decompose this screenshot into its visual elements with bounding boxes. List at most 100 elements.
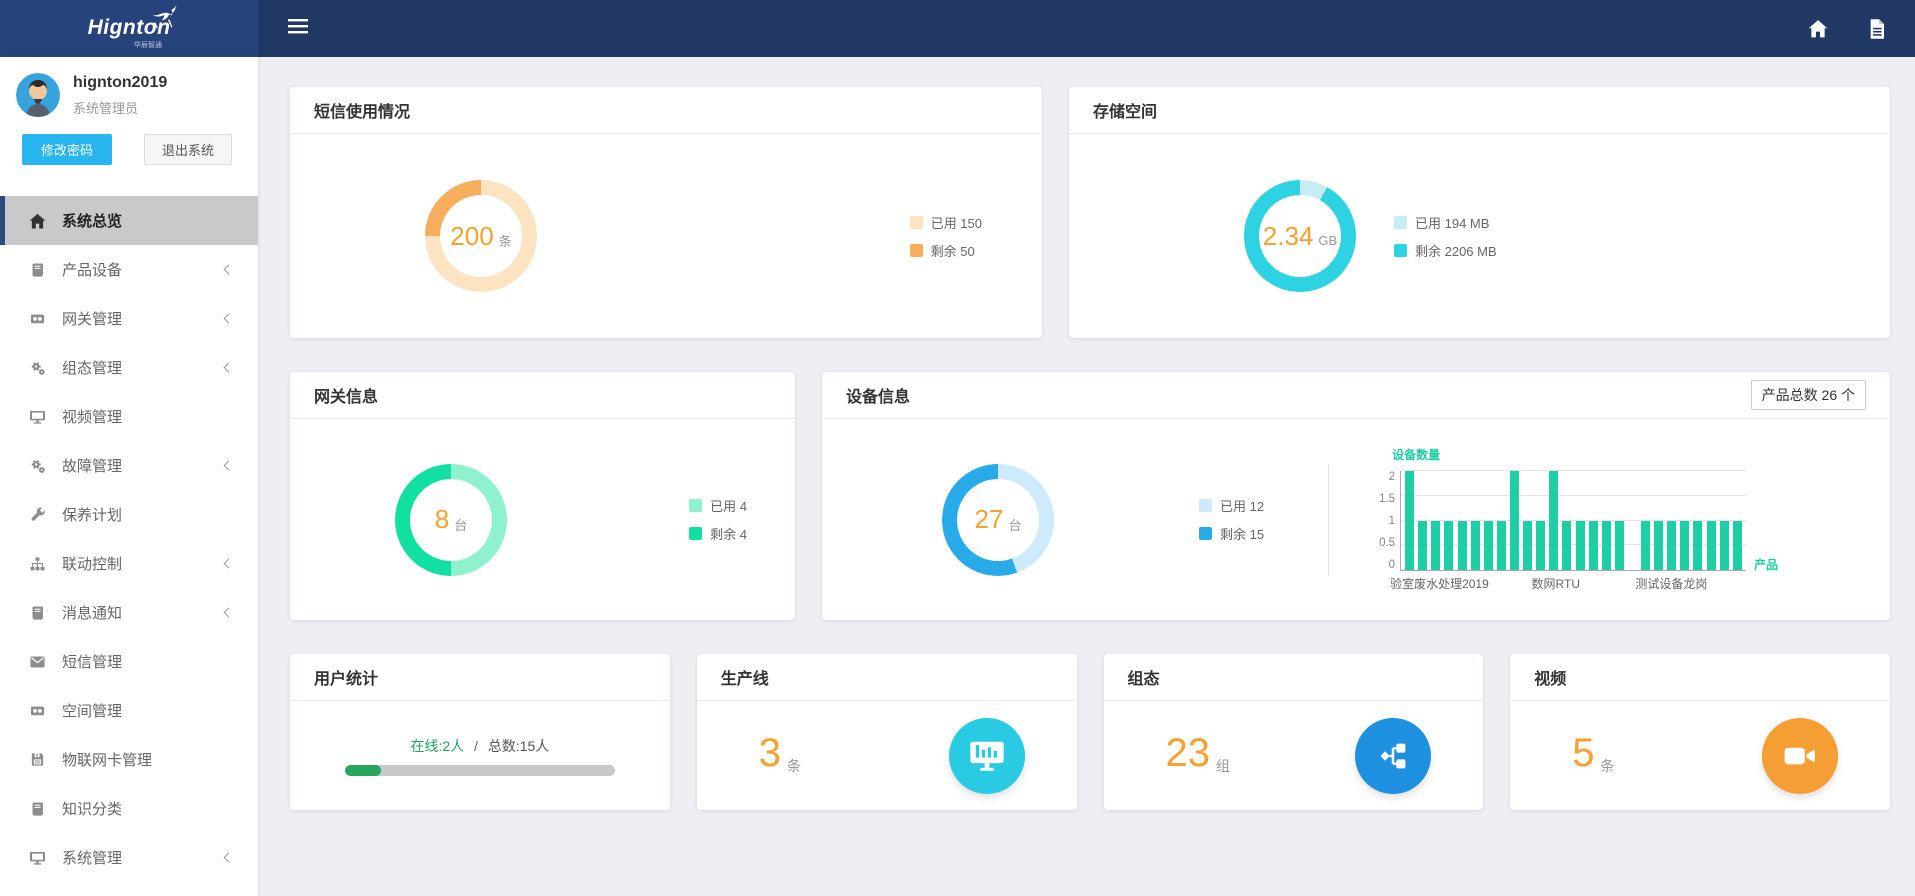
user-name: hignton2019 [73, 73, 168, 91]
legend-label: 已用 194 MB [1415, 215, 1490, 231]
sidebar-item-video-mgmt[interactable]: 视频管理 [0, 392, 258, 441]
bar [1693, 520, 1703, 570]
sidebar-item-fault-mgmt[interactable]: 故障管理 [0, 441, 258, 490]
legend-item[interactable]: 剩余 50 [909, 241, 982, 260]
video-count: 5 [1572, 731, 1595, 775]
sidebar-item-system-overview[interactable]: 系统总览 [0, 196, 258, 245]
logout-button[interactable]: 退出系统 [144, 134, 232, 165]
sidebar-item-knowledge-category[interactable]: 知识分类 [0, 784, 258, 833]
y-tick-label: 0 [1388, 559, 1396, 571]
legend-item[interactable]: 剩余 15 [1199, 524, 1264, 543]
bar-chart-y-title: 设备数量 [1392, 448, 1441, 462]
legend-item[interactable]: 剩余 2206 MB [1394, 241, 1497, 260]
sidebar-item-product-device[interactable]: 产品设备 [0, 245, 258, 294]
card-title: 网关信息 [314, 389, 379, 406]
storage-donut-chart: 2.34 GB [1244, 180, 1356, 292]
chevron-left-icon [223, 607, 234, 618]
sidebar-item-config-mgmt[interactable]: 组态管理 [0, 343, 258, 392]
legend-label: 剩余 2206 MB [1415, 243, 1497, 259]
brand-subtitle: 华辰智通 [134, 41, 162, 49]
device-bar-xlabels: 验室废水处理2019 数网RTU 测试设备龙岗 [1390, 575, 1746, 593]
total-count: 总数:15人 [487, 737, 550, 754]
change-password-button[interactable]: 修改密码 [22, 134, 112, 165]
legend-swatch [1199, 527, 1212, 540]
antelope-logo-icon [146, 3, 180, 34]
legend-label: 已用 12 [1220, 499, 1265, 514]
sms-usage-card: 短信使用情况 200 条 已用 150 剩余 50 [290, 87, 1042, 338]
sitemap-icon [28, 556, 47, 572]
bar [1418, 520, 1428, 570]
legend-swatch [909, 215, 923, 229]
bar [1431, 520, 1441, 570]
monitor-icon [28, 850, 47, 866]
sidebar-item-label: 网关管理 [62, 311, 123, 328]
video-card: 视频 5 条 [1510, 654, 1890, 810]
device-bar-plot [1400, 470, 1747, 571]
storage-donut-value: 2.34 [1262, 220, 1314, 251]
home-icon [28, 213, 47, 229]
production-unit: 条 [787, 758, 801, 774]
y-tick-label: 1.5 [1379, 493, 1396, 505]
bar [1483, 520, 1493, 570]
device-donut-value: 27 [974, 504, 1004, 534]
legend-item[interactable]: 已用 150 [909, 213, 982, 232]
chevron-left-icon [223, 558, 234, 569]
sidebar-item-label: 系统管理 [62, 850, 123, 867]
sidebar-item-label: 视频管理 [62, 409, 123, 426]
device-legend: 已用 12 剩余 15 [1199, 496, 1264, 543]
sidebar-item-maintenance-plan[interactable]: 保养计划 [0, 490, 258, 539]
main-content: 短信使用情况 200 条 已用 150 剩余 50 [258, 57, 1915, 896]
user-progress-bar [344, 764, 615, 776]
legend-item[interactable]: 剩余 4 [689, 524, 747, 543]
gateway-donut-unit: 台 [454, 517, 468, 533]
document-icon[interactable] [1868, 18, 1885, 39]
sidebar-item-gateway-mgmt[interactable]: 网关管理 [0, 294, 258, 343]
x-tick-label: 验室废水处理2019 [1390, 577, 1489, 591]
video-camera-icon [1762, 717, 1838, 794]
legend-item[interactable]: 已用 194 MB [1394, 213, 1497, 232]
scada-unit: 组 [1216, 758, 1230, 774]
sidebar-item-iot-card-mgmt[interactable]: 物联网卡管理 [0, 735, 258, 784]
home-icon[interactable] [1808, 19, 1828, 38]
sidebar-item-linkage-control[interactable]: 联动控制 [0, 539, 258, 588]
y-tick-label: 0.5 [1379, 537, 1396, 549]
gears-icon [28, 360, 47, 376]
x-tick-label: 测试设备龙岗 [1635, 577, 1708, 591]
bar [1496, 520, 1506, 570]
bar [1549, 471, 1559, 570]
logo: Hignton 华辰智通 [0, 0, 258, 57]
chevron-left-icon [223, 313, 234, 324]
sidebar-item-system-mgmt[interactable]: 系统管理 [0, 833, 258, 882]
bar [1562, 520, 1572, 570]
sidebar-item-label: 物联网卡管理 [62, 752, 153, 769]
scada-count: 23 [1165, 731, 1211, 775]
avatar [16, 73, 60, 117]
product-total-button[interactable]: 产品总数 26 个 [1750, 380, 1866, 410]
bar [1680, 520, 1690, 570]
sms-donut-unit: 条 [498, 234, 512, 249]
divider [1328, 463, 1330, 576]
gateway-donut-chart: 8 台 [395, 463, 507, 576]
sidebar-item-message-notice[interactable]: 消息通知 [0, 588, 258, 637]
sidebar-item-label: 系统总览 [62, 213, 123, 230]
hamburger-menu-icon[interactable] [288, 18, 308, 39]
chevron-left-icon [223, 852, 234, 863]
sidebar-item-sms-mgmt[interactable]: 短信管理 [0, 637, 258, 686]
sidebar-item-label: 知识分类 [62, 801, 123, 818]
video-unit: 条 [1600, 758, 1615, 774]
sidebar-item-label: 空间管理 [62, 703, 123, 720]
gateway-legend: 已用 4 剩余 4 [689, 496, 747, 543]
camera-icon [28, 311, 47, 326]
sms-donut-chart: 200 条 [425, 180, 537, 292]
floppy-icon [28, 752, 47, 767]
legend-item[interactable]: 已用 4 [689, 496, 747, 515]
production-line-card: 生产线 3 条 [696, 654, 1077, 810]
card-title: 设备信息 [846, 389, 911, 406]
sidebar-item-space-mgmt[interactable]: 空间管理 [0, 686, 258, 735]
book-icon [28, 262, 47, 278]
y-tick-label: 2 [1388, 471, 1396, 483]
scada-card: 组态 23 组 [1103, 654, 1484, 810]
gateway-donut-value: 8 [434, 504, 450, 534]
legend-item[interactable]: 已用 12 [1199, 496, 1264, 515]
